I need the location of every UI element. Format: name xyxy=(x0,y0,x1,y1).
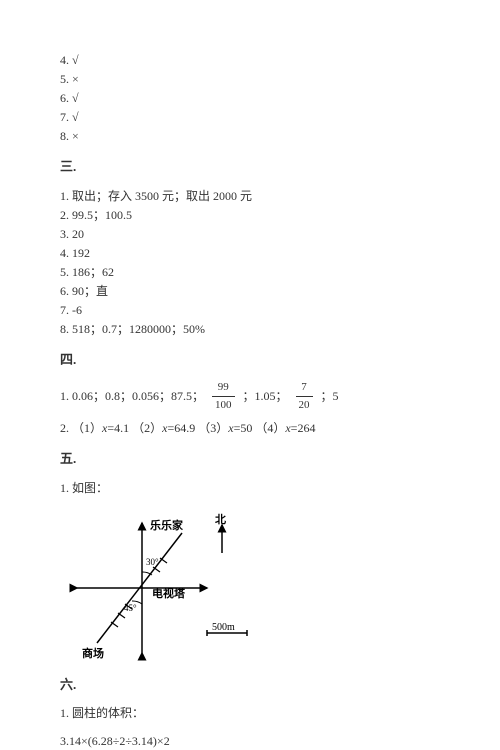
list-item: 8. 518；0.7；1280000；50% xyxy=(60,320,440,338)
list-item: 7. √ xyxy=(60,108,440,126)
label-tower: 电视塔 xyxy=(152,586,186,600)
section-6-header: 六. xyxy=(60,675,440,695)
scale-label: 500m xyxy=(212,622,235,633)
list-item: 7. -6 xyxy=(60,301,440,319)
list-item: 8. × xyxy=(60,127,440,145)
section-3-header: 三. xyxy=(60,157,440,177)
diagram-svg: 30° 45° 乐乐家 电视塔 商场 北 500m xyxy=(52,503,272,663)
list-item: 4. 192 xyxy=(60,244,440,262)
text-part: ；1.05； xyxy=(243,387,288,405)
section-5-body: 1. 如图： 30° 45° 乐乐家 电视塔 商场 北 xyxy=(60,479,440,663)
intro-text: 1. 如图： xyxy=(60,479,440,497)
label-home: 乐乐家 xyxy=(150,518,184,532)
list-item: 5. × xyxy=(60,70,440,88)
text-part: ；5 xyxy=(321,387,339,405)
label-north: 北 xyxy=(215,512,226,526)
math-line-1: 1. 0.06；0.8；0.056；87.5； 99 100 ；1.05； 7 … xyxy=(60,379,440,413)
list-item: 1. 取出；存入 3500 元；取出 2000 元 xyxy=(60,187,440,205)
angle-label-2: 45° xyxy=(124,603,137,613)
angle-label-1: 30° xyxy=(146,557,159,567)
fraction: 7 20 xyxy=(296,379,313,413)
fraction: 99 100 xyxy=(212,379,235,413)
section-3-body: 1. 取出；存入 3500 元；取出 2000 元 2. 99.5；100.5 … xyxy=(60,187,440,338)
numerator: 7 xyxy=(296,379,313,397)
label-market: 商场 xyxy=(82,646,104,660)
list-item: 3.14×(6.28÷2÷3.14)×2 xyxy=(60,732,440,750)
top-list: 4. √ 5. × 6. √ 7. √ 8. × xyxy=(60,51,440,145)
list-item: 2. 99.5；100.5 xyxy=(60,206,440,224)
section-6-body: 1. 圆柱的体积： 3.14×(6.28÷2÷3.14)×2 xyxy=(60,704,440,750)
list-item: 6. √ xyxy=(60,89,440,107)
denominator: 20 xyxy=(296,397,313,414)
denominator: 100 xyxy=(212,397,235,414)
text-part: 1. 0.06；0.8；0.056；87.5； xyxy=(60,387,204,405)
list-item: 4. √ xyxy=(60,51,440,69)
section-4-header: 四. xyxy=(60,350,440,370)
text-part: 2. （1）x=4.1 （2）x=64.9 （3）x=50 （4）x=264 xyxy=(60,421,315,435)
math-line-2: 2. （1）x=4.1 （2）x=64.9 （3）x=50 （4）x=264 xyxy=(60,419,440,437)
numerator: 99 xyxy=(212,379,235,397)
list-item: 5. 186；62 xyxy=(60,263,440,281)
diagram: 30° 45° 乐乐家 电视塔 商场 北 500m xyxy=(52,503,440,663)
list-item: 6. 90；直 xyxy=(60,282,440,300)
list-item: 3. 20 xyxy=(60,225,440,243)
angle-arc-1 xyxy=(142,571,152,574)
section-4-body: 1. 0.06；0.8；0.056；87.5； 99 100 ；1.05； 7 … xyxy=(60,379,440,437)
section-5-header: 五. xyxy=(60,449,440,469)
